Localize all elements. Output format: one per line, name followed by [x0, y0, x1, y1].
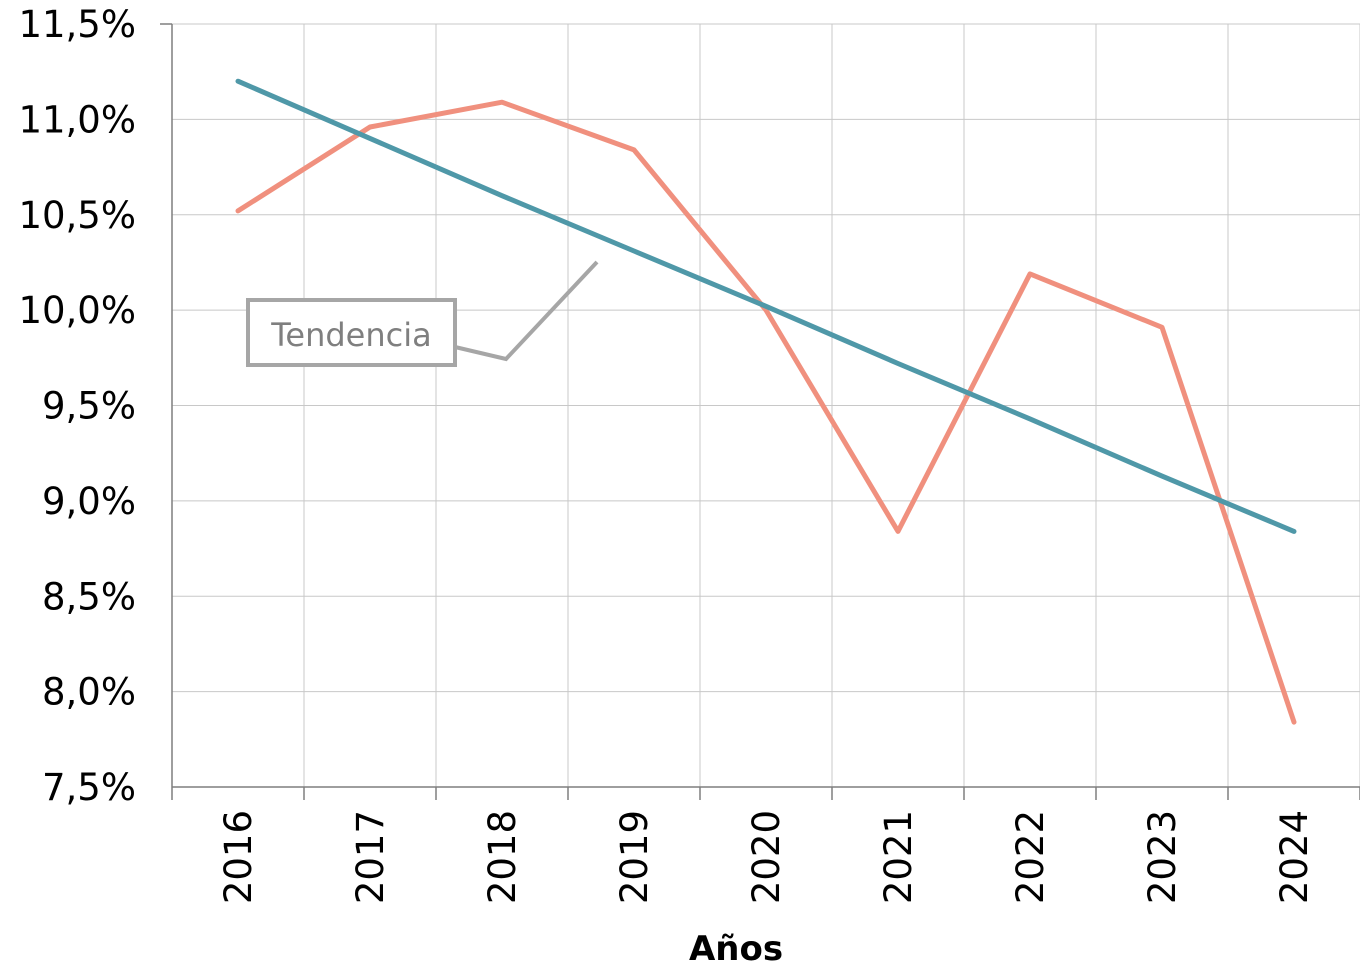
x-tick-label: 2023 — [1141, 810, 1184, 904]
x-tick-label: 2018 — [481, 810, 524, 904]
y-tick-label: 9,0% — [42, 480, 136, 523]
annotation-leader-line — [454, 260, 599, 362]
x-tick-label: 2020 — [745, 810, 788, 904]
y-tick-label: 10,0% — [18, 289, 136, 332]
trend-line — [235, 78, 1297, 534]
x-tick-label: 2022 — [1009, 810, 1052, 904]
x-tick-label: 2021 — [877, 810, 920, 904]
series-layer — [235, 78, 1297, 725]
trend-annotation: Tendencia — [246, 260, 599, 367]
x-tick-label: 2019 — [613, 810, 656, 904]
y-tick-label: 11,0% — [18, 98, 136, 141]
x-tick-label: 2016 — [217, 810, 260, 904]
axes: 7,5% 8,0% 8,5% 9,0% 9,5% 10,0% 10,5% 11,0% 11,5%… — [18, 3, 1360, 904]
y-tick-label: 8,5% — [42, 575, 136, 618]
y-tick-label: 8,0% — [42, 671, 136, 714]
x-tick-label: 2024 — [1273, 810, 1316, 904]
data-series-line — [235, 99, 1297, 725]
x-axis-title: Años — [689, 929, 783, 964]
y-tick-label: 10,5% — [18, 194, 136, 237]
y-tick-label: 9,5% — [42, 385, 136, 428]
x-tick-label: 2017 — [349, 810, 392, 904]
annotation-label: Tendencia — [270, 316, 431, 354]
y-tick-label: 11,5% — [18, 3, 136, 46]
annotation-box — [246, 298, 457, 367]
y-tick-label: 7,5% — [42, 766, 136, 809]
